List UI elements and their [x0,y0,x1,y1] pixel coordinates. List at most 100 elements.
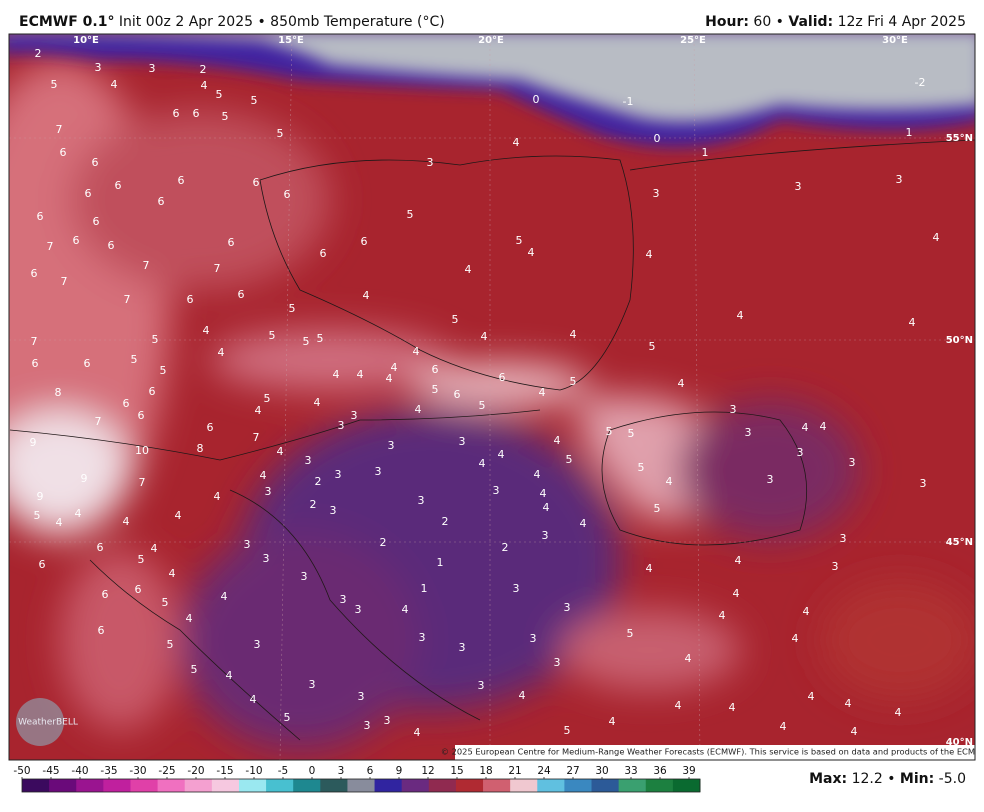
contour-label: 6 [432,363,439,376]
contour-label: 7 [31,335,38,348]
map-frame [8,33,976,761]
contour-label: 6 [284,188,291,201]
header-title: ECMWF 0.1° Init 00z 2 Apr 2025 • 850mb T… [19,14,445,30]
contour-label: 3 [355,603,362,616]
colorbar-swatch [184,779,213,792]
colorbar-tick-label: 30 [595,765,608,777]
contour-label: 4 [737,309,744,322]
longitude-label: 25°E [680,35,706,46]
colorbar-tick-label: 27 [566,765,579,777]
contour-label: 4 [678,377,685,390]
contour-label: 5 [277,127,284,140]
copyright-box [455,745,975,760]
contour-label: 4 [540,487,547,500]
contour-label: 4 [277,445,284,458]
contour-label: 5 [216,88,223,101]
contour-label: 5 [264,392,271,405]
contour-label: 8 [55,386,62,399]
contour-label: 3 [542,529,549,542]
min-label: Min: [900,771,934,787]
copyright: © 2025 European Centre for Medium-Range … [441,747,984,757]
colorbar-tick-label: -15 [216,765,233,777]
latitude-label: 50°N [946,335,973,346]
contour-label: 5 [638,461,645,474]
contour-label: 4 [733,587,740,600]
contour-label: 5 [160,364,167,377]
contour-label: 1 [437,556,444,569]
contour-label: 4 [201,79,208,92]
contour-label: 4 [481,330,488,343]
min: -5.0 [939,771,966,787]
colorbar-tick-label: 18 [479,765,492,777]
colorbar-tick-label: -50 [13,765,30,777]
contour-label: 3 [840,532,847,545]
colorbar-swatch [266,779,294,792]
contour-label: 6 [92,156,99,169]
colorbar-swatch [374,779,403,792]
contour-label: 4 [391,361,398,374]
contour-label: 4 [226,669,233,682]
contour-label: 5 [628,427,635,440]
contour-label: 6 [97,541,104,554]
colorbar-frame [21,778,701,793]
contour-label: 6 [108,239,115,252]
contour-label: 6 [193,107,200,120]
contour-label: 3 [795,180,802,193]
contour-label: 5 [251,94,258,107]
colorbar: -50 -45 -40 -35 -30 -25 -20 -15 -10 -5 0 3 6 9 12 15 18 2… [13,765,701,793]
contour-label: 9 [81,472,88,485]
max-label: Max: [809,771,847,787]
contour-label: 7 [214,262,221,275]
contour-label: 3 [338,419,345,432]
contour-label: 5 [606,425,613,438]
colorbar-swatch [320,779,348,792]
contour-label: 6 [39,558,46,571]
colorbar-swatch [483,779,511,792]
colorbar-tick-label: -35 [100,765,117,777]
contour-label: 3 [459,435,466,448]
contour-label: 2 [310,498,317,511]
colorbar-tick-label: -40 [71,765,88,777]
contour-label: 3 [244,538,251,551]
contour-label: 6 [138,409,145,422]
contour-label: 3 [340,593,347,606]
contour-label: 5 [191,663,198,676]
contour-label: 3 [335,468,342,481]
contour-label: 6 [102,588,109,601]
contour-label: 6 [499,371,506,384]
colorbar-swatch [293,779,321,792]
contour-label: 8 [197,442,204,455]
contour-label: 5 [34,509,41,522]
colorbar-tick-label: 0 [309,765,316,777]
contour-label: 3 [358,690,365,703]
colorbar-swatch [645,779,674,792]
contour-label: 4 [534,468,541,481]
contour-label: 3 [364,719,371,732]
contour-label: 4 [646,562,653,575]
contour-label: 3 [797,446,804,459]
colorbar-tick-label: 39 [682,765,695,777]
contour-label: 4 [528,246,535,259]
colorbar-swatch [211,779,240,792]
contour-label: 6 [135,583,142,596]
latitude-label: 45°N [946,537,973,548]
contour-label: 6 [253,176,260,189]
contour-label: 5 [654,502,661,515]
contour-label: 3 [554,656,561,669]
contour-label: 9 [37,490,44,503]
contour-label: 5 [649,340,656,353]
contour-label: 4 [803,605,810,618]
contour-label: 4 [580,517,587,530]
colorbar-swatch [22,779,50,792]
contour-label: 3 [388,439,395,452]
contour-label: 5 [452,313,459,326]
contour-label: 4 [415,403,422,416]
contour-label: 5 [570,375,577,388]
colorbar-tick-label: 15 [450,765,463,777]
contour-label: 3 [427,156,434,169]
max: 12.2 • [852,771,896,787]
credit: WeatherBELL [18,718,78,728]
contour-label: 6 [158,195,165,208]
init: Init 00z 2 Apr 2025 • 850mb Temperature … [119,14,445,30]
